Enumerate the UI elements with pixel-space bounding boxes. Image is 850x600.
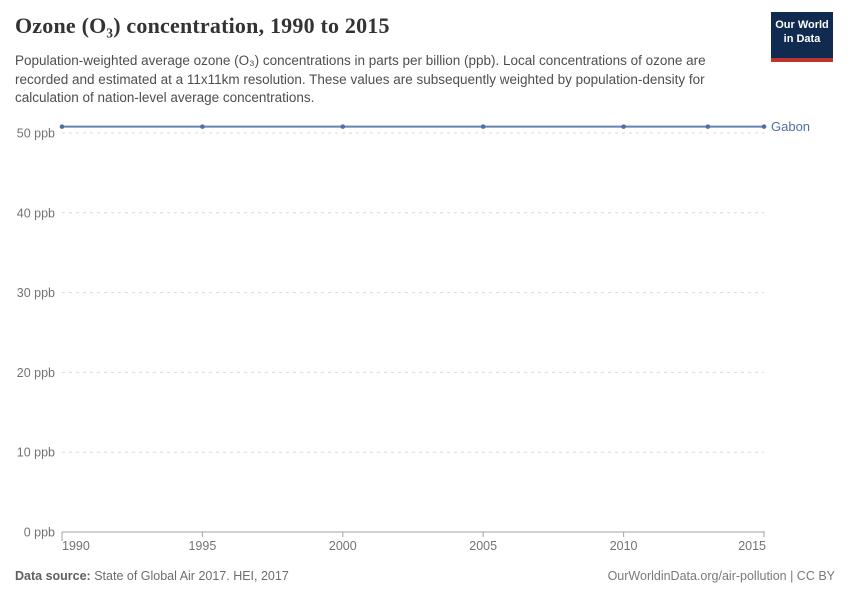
chart-title: Ozone (O₃) concentration, 1990 to 2015 bbox=[15, 13, 390, 38]
data-point-gabon-2005 bbox=[480, 124, 486, 129]
x-tick-label-1995: 1995 bbox=[188, 539, 216, 553]
y-tick-label-40: 40 ppb bbox=[17, 206, 55, 220]
y-tick-label-10: 10 ppb bbox=[17, 446, 55, 460]
data-point-gabon-2015 bbox=[761, 124, 767, 129]
y-tick-label-20: 20 ppb bbox=[17, 366, 55, 380]
owid-logo: Our World in Data bbox=[771, 12, 833, 62]
owid-logo-line2: in Data bbox=[783, 33, 821, 45]
data-point-gabon-2010 bbox=[621, 124, 626, 129]
data-source-value: State of Global Air 2017. HEI, 2017 bbox=[94, 569, 289, 583]
x-tick-label-2015: 2015 bbox=[738, 539, 766, 553]
y-tick-label-0: 0 ppb bbox=[24, 526, 55, 540]
y-tick-label-30: 30 ppb bbox=[17, 286, 55, 300]
x-tick-label-2000: 2000 bbox=[329, 539, 357, 553]
data-point-gabon-2000 bbox=[340, 124, 346, 129]
series-label-gabon: Gabon bbox=[771, 119, 810, 134]
attribution-note: OurWorldinData.org/air-pollution | CC BY bbox=[607, 569, 835, 583]
x-tick-label-2010: 2010 bbox=[610, 539, 638, 553]
owid-logo-red-stripe bbox=[771, 58, 833, 62]
x-tick-label-2005: 2005 bbox=[469, 539, 497, 553]
data-source-label: Data source: bbox=[15, 569, 91, 583]
chart-subtitle: Population-weighted average ozone (O₃) c… bbox=[15, 53, 706, 105]
data-point-gabon-1995 bbox=[200, 124, 205, 129]
data-point-gabon-2013 bbox=[705, 124, 711, 129]
data-source-note: Data source: State of Global Air 2017. H… bbox=[15, 569, 289, 583]
data-point-gabon-1990 bbox=[59, 124, 65, 129]
x-tick-label-1990: 1990 bbox=[62, 539, 90, 553]
owid-logo-line1: Our World bbox=[775, 19, 829, 31]
y-tick-label-50: 50 ppb bbox=[17, 127, 55, 141]
